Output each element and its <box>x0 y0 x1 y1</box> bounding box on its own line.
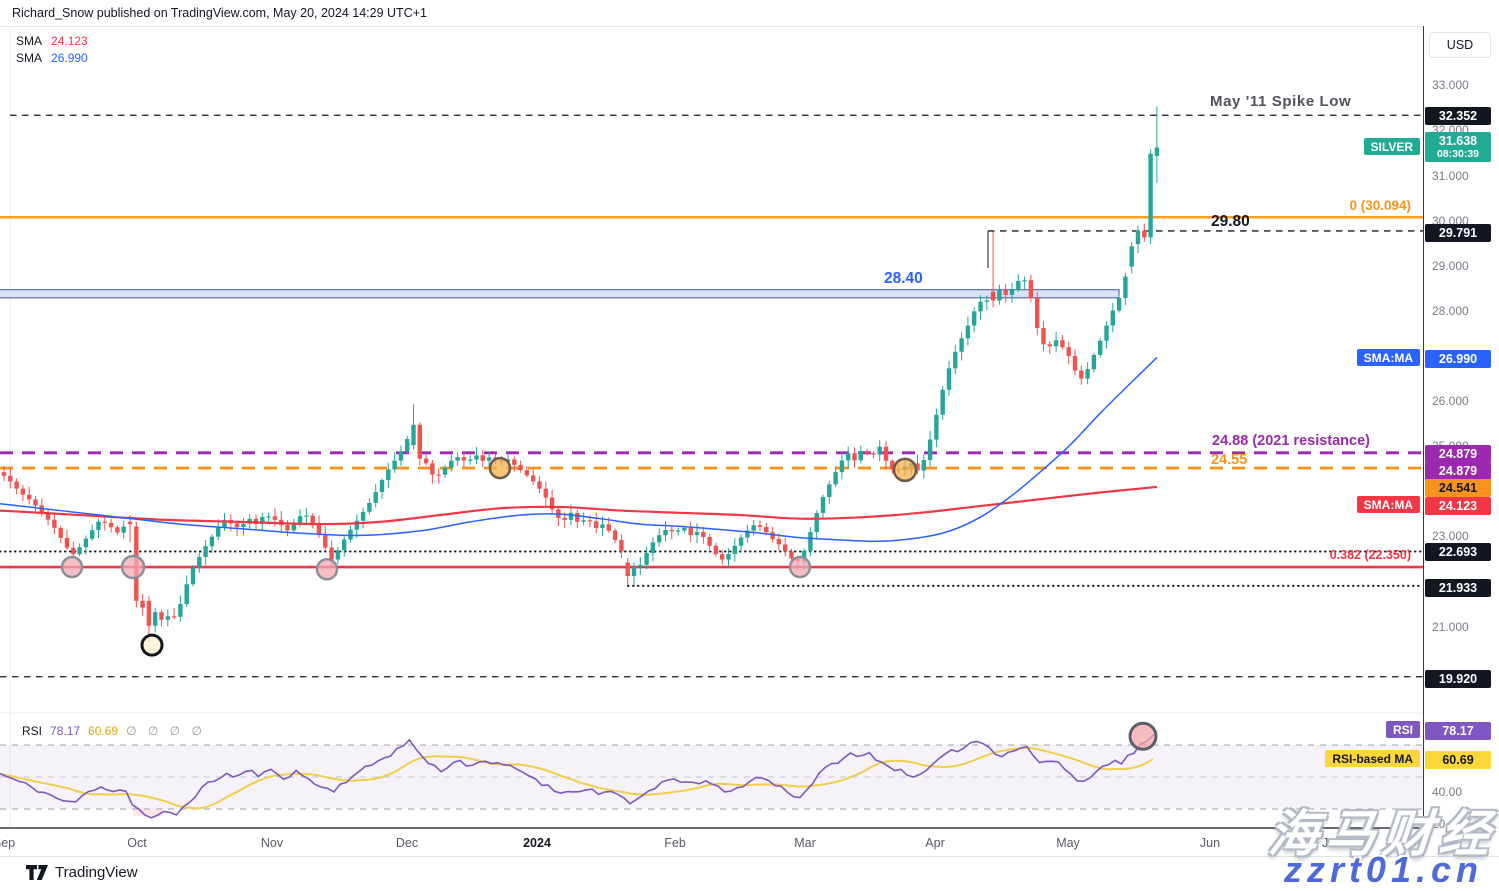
axis-price-badge: 78.17 <box>1425 722 1491 740</box>
time-axis-label: Sep <box>0 836 16 850</box>
axis-price-badge: 26.990 <box>1425 350 1491 368</box>
axis-price-badge: 22.693 <box>1425 543 1491 561</box>
axis-tick: 20.00 <box>1432 817 1463 831</box>
annotation-fib-0.382: 0.382 (22.350) <box>1329 548 1411 562</box>
rsi-oversold-fill <box>133 809 163 816</box>
axis-price-badge: 24.879 <box>1425 462 1491 480</box>
rsi-ma-value: 60.69 <box>88 724 119 738</box>
annotation-may11-spike-low: May '11 Spike Low <box>1210 93 1352 110</box>
series-tag-rsi: RSI <box>1385 721 1420 738</box>
annotation-24.88-resistance: 24.88 (2021 resistance) <box>1212 433 1370 449</box>
axis-tick: 21.000 <box>1432 620 1469 634</box>
series-tag-sma-ma: SMA:MA <box>1356 349 1420 366</box>
time-axis-label: Dec <box>395 836 419 850</box>
highlight-circle <box>120 554 146 580</box>
axis-tick: 40.00 <box>1432 785 1463 799</box>
axis-price-badge: 24.123 <box>1425 497 1491 515</box>
byline: Richard_Snow published on TradingView.co… <box>12 6 427 20</box>
time-axis-label: Oct <box>127 836 147 850</box>
countdown: 08:30:39 <box>1436 148 1480 160</box>
currency-toggle-button[interactable]: USD <box>1429 32 1491 58</box>
axis-price-badge: 24.879 <box>1425 445 1491 463</box>
time-axis-label: Jul <box>1322 836 1338 850</box>
tradingview-logo-icon <box>26 865 48 880</box>
sma-slow-line <box>0 356 1158 543</box>
axis-tick: 23.000 <box>1432 529 1469 543</box>
highlight-circle <box>788 555 812 579</box>
rsi-line <box>0 731 1158 819</box>
series-tag-silver: SILVER <box>1363 138 1420 155</box>
sma-fast-value: 24.123 <box>51 34 88 48</box>
price-axis[interactable]: USD 33.000 32.000 31.000 30.000 29.000 28.000… <box>1423 26 1499 856</box>
rsi-value: 78.17 <box>50 724 81 738</box>
rsi-highlight-circle <box>1128 721 1158 751</box>
tradingview-brand[interactable]: TradingView <box>26 864 138 881</box>
axis-price-badge: 60.69 <box>1425 751 1491 769</box>
axis-price-badge: 24.541 <box>1425 479 1491 497</box>
series-tag-sma-ma: SMA:MA <box>1356 496 1420 513</box>
axis-tick: 26.000 <box>1432 394 1469 408</box>
rsi-pane <box>0 731 1423 819</box>
highlight-circle <box>488 456 512 480</box>
time-axis-label: Apr <box>925 836 945 850</box>
axis-tick: 31.000 <box>1432 169 1469 183</box>
time-axis-label: 2024 <box>523 836 551 850</box>
sma-legend-row: SMA 26.990 <box>16 50 88 67</box>
rsi-label: RSI <box>22 724 43 738</box>
annotation-24.55: 24.55 <box>1211 452 1248 468</box>
sma-fast-line <box>0 485 1158 526</box>
highlight-circle <box>892 457 918 483</box>
axis-price-badge: 32.352 <box>1425 107 1491 125</box>
annotation-fib-0: 0 (30.094) <box>1349 198 1411 213</box>
footer-divider <box>0 856 1499 857</box>
rsi-band <box>0 745 1423 809</box>
time-axis-label: Jun <box>1199 836 1221 850</box>
axis-price-badge: 31.638 08:30:39 <box>1425 132 1491 162</box>
sma-label: SMA <box>16 51 43 65</box>
sma-slow-value: 26.990 <box>51 51 88 65</box>
axis-price-badge: 19.920 <box>1425 670 1491 688</box>
time-axis-label: Nov <box>260 836 284 850</box>
candlestick-series <box>1 106 1160 643</box>
annotation-29.80: 29.80 <box>1211 213 1250 230</box>
annotation-28.40: 28.40 <box>884 270 923 287</box>
highlight-circle <box>140 633 164 657</box>
zone-28.40 <box>0 289 1120 299</box>
highlight-circle <box>60 555 84 579</box>
time-axis-label: Feb <box>664 836 686 850</box>
tradingview-brand-text: TradingView <box>55 864 138 881</box>
sma-label: SMA <box>16 34 43 48</box>
watermark-url: zzrt01.cn <box>1283 849 1483 890</box>
chart-canvas[interactable] <box>0 0 1423 856</box>
axis-price-badge: 21.933 <box>1425 579 1491 597</box>
indicator-legend[interactable]: SMA 24.123 SMA 26.990 <box>16 33 88 67</box>
axis-tick: 33.000 <box>1432 78 1469 92</box>
axis-tick: 28.000 <box>1432 304 1469 318</box>
rsi-empty-params: ∅ ∅ ∅ ∅ <box>126 724 206 738</box>
rsi-legend[interactable]: RSI 78.17 60.69 ∅ ∅ ∅ ∅ <box>22 724 206 738</box>
time-axis-label: Mar <box>794 836 816 850</box>
sma-legend-row: SMA 24.123 <box>16 33 88 50</box>
time-axis[interactable]: Sep Oct Nov Dec 2024 Feb Mar Apr May Jun Jul <box>0 830 1423 856</box>
time-axis-label: May <box>1056 836 1080 850</box>
highlight-circle <box>315 558 339 581</box>
series-tag-rsi-based-ma: RSI-based MA <box>1325 750 1420 767</box>
axis-tick: 29.000 <box>1432 259 1469 273</box>
rsi-ma-line <box>0 746 1154 810</box>
header-divider <box>0 26 1499 27</box>
axis-price-badge: 29.791 <box>1425 224 1491 242</box>
